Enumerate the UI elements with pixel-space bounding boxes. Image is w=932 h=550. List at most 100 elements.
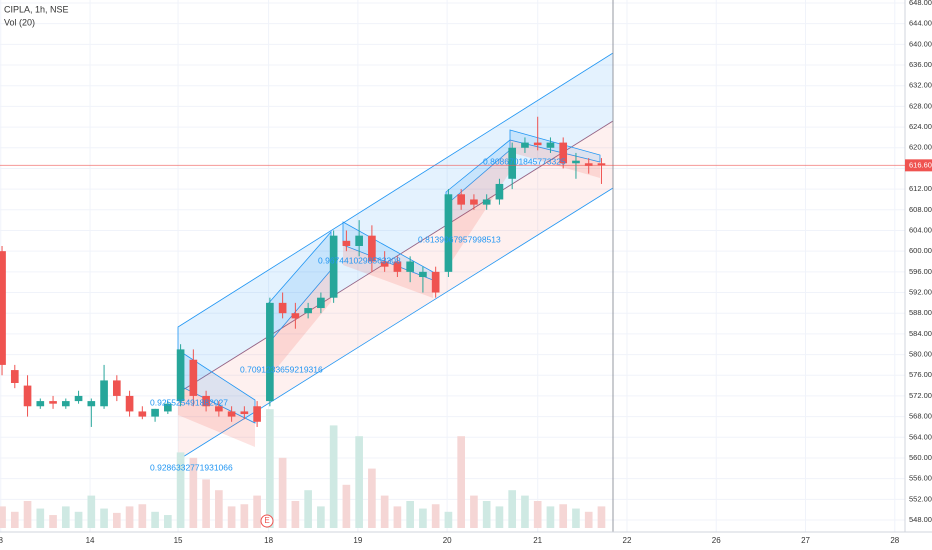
- volume-bar: [521, 495, 529, 528]
- y-tick-label: 592.00: [909, 288, 932, 297]
- volume-bar: [597, 506, 606, 528]
- y-tick-label: 576.00: [909, 370, 932, 379]
- candle-body: [431, 271, 440, 293]
- earnings-marker[interactable]: [260, 514, 274, 528]
- volume-bar: [406, 501, 414, 528]
- volume-bar: [329, 425, 338, 528]
- y-tick-label: 564.00: [909, 432, 932, 441]
- candle-body: [304, 308, 312, 314]
- y-tick-label: 596.00: [909, 267, 932, 276]
- volume-bar: [138, 504, 147, 528]
- volume-bar: [10, 511, 19, 528]
- y-tick-label: 608.00: [909, 205, 932, 214]
- annotation: 0.7091233659219316: [240, 364, 323, 374]
- candle-body: [36, 401, 45, 407]
- candle-body: [176, 349, 185, 402]
- candle-body: [125, 395, 134, 412]
- candle-body: [533, 142, 542, 146]
- volume-bar: [533, 501, 542, 528]
- y-tick-label: 600.00: [909, 246, 932, 255]
- candle-body: [215, 406, 223, 412]
- candle-body: [419, 271, 427, 278]
- x-tick-label: 21: [533, 536, 542, 545]
- candle-body: [342, 240, 351, 246]
- candle-body: [444, 194, 453, 272]
- y-tick-label: 636.00: [909, 60, 932, 69]
- volume-bar: [164, 515, 172, 528]
- volume-bar: [74, 511, 83, 528]
- volume-bar: [368, 468, 376, 528]
- candle-body: [49, 401, 57, 404]
- candle-body: [227, 411, 236, 417]
- x-tick-label: 27: [801, 536, 810, 545]
- candles: [0, 116, 606, 427]
- volume-bar: [100, 508, 108, 528]
- volume-bar: [546, 506, 555, 528]
- x-tick-label: 19: [353, 536, 362, 545]
- candle-body: [495, 183, 504, 200]
- volume-bar: [457, 436, 465, 528]
- annotation: 0.9674410298563308: [318, 255, 401, 265]
- volume-bar: [112, 512, 121, 528]
- volume-bar: [49, 515, 57, 528]
- volume-bar: [240, 504, 249, 528]
- y-tick-label: 580.00: [909, 350, 932, 359]
- x-tick-label: 14: [86, 536, 95, 545]
- y-tick-label: 640.00: [909, 39, 932, 48]
- candle-body: [164, 403, 172, 412]
- volume-bar: [584, 511, 593, 528]
- candle-body: [112, 380, 121, 396]
- grid: [0, 0, 905, 532]
- candle-body: [202, 395, 210, 407]
- candle-body: [151, 408, 159, 417]
- last-price-label: 616.60: [909, 160, 932, 169]
- volume-bar: [317, 506, 325, 528]
- volume-bar: [380, 495, 389, 528]
- volume-bar: [87, 495, 96, 528]
- annotation: 0.8086701845773325: [483, 156, 566, 166]
- volume-bar: [482, 501, 491, 528]
- volume-bar: [278, 457, 287, 528]
- candle-body: [380, 261, 389, 267]
- y-tick-label: 560.00: [909, 453, 932, 462]
- y-tick-label: 584.00: [909, 329, 932, 338]
- volume-bar: [125, 506, 134, 528]
- volume-bar: [355, 436, 363, 528]
- candle-body: [266, 302, 274, 402]
- y-tick-label: 628.00: [909, 101, 932, 110]
- x-tick-label: 20: [443, 536, 452, 545]
- x-tick-label: 28: [890, 536, 899, 545]
- candle-body: [572, 160, 580, 164]
- volume-bar: [470, 495, 478, 528]
- candle-body: [508, 147, 517, 179]
- candle-body: [0, 251, 6, 365]
- candle-body: [74, 395, 83, 402]
- volume-bar: [572, 508, 580, 528]
- y-tick-label: 568.00: [909, 412, 932, 421]
- y-tick-label: 624.00: [909, 122, 932, 131]
- x-tick-label: 22: [623, 536, 632, 545]
- y-tick-label: 648.00: [909, 0, 932, 7]
- indicator: Vol (20): [4, 17, 35, 27]
- candle-body: [100, 380, 108, 407]
- earnings-label[interactable]: E: [264, 516, 269, 525]
- candle-body: [329, 235, 338, 298]
- volume-bar: [176, 452, 185, 528]
- volume-bar: [0, 506, 6, 528]
- volume-bar: [495, 506, 504, 528]
- candle-body: [291, 313, 300, 319]
- volume: [0, 409, 606, 528]
- y-tick-label: 644.00: [909, 19, 932, 28]
- candle-body: [406, 261, 414, 272]
- candle-body: [317, 297, 325, 309]
- volume-bar: [291, 501, 300, 528]
- candle-body: [189, 359, 198, 396]
- candle-body: [470, 199, 478, 205]
- y-tick-label: 556.00: [909, 474, 932, 483]
- annotation: 0.925525491882027: [150, 397, 228, 407]
- volume-bar: [508, 490, 517, 528]
- candle-body: [10, 370, 19, 383]
- volume-bar: [444, 511, 453, 528]
- candle-body: [393, 261, 402, 272]
- candle-body: [23, 385, 32, 407]
